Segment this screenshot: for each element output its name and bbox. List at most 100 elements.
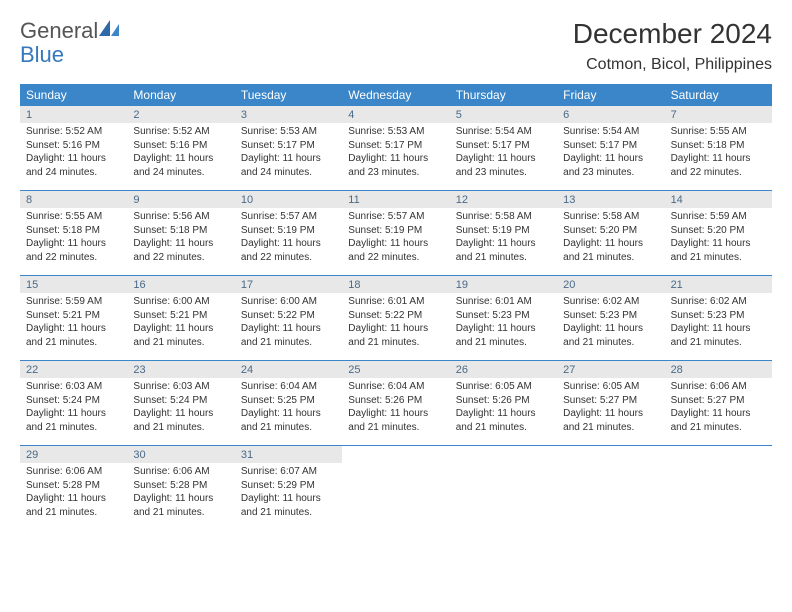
day-number: 9 (127, 191, 234, 208)
sunset-text: Sunset: 5:27 PM (563, 394, 658, 408)
dow-saturday: Saturday (665, 84, 772, 106)
sunrise-text: Sunrise: 5:52 AM (26, 125, 121, 139)
sunset-text: Sunset: 5:25 PM (241, 394, 336, 408)
logo-text-blue: Blue (20, 42, 64, 67)
sunset-text: Sunset: 5:21 PM (26, 309, 121, 323)
daylight-text: Daylight: 11 hours and 21 minutes. (671, 237, 766, 264)
sunrise-text: Sunrise: 6:04 AM (241, 380, 336, 394)
day-body: Sunrise: 5:57 AMSunset: 5:19 PMDaylight:… (235, 208, 342, 268)
daylight-text: Daylight: 11 hours and 21 minutes. (241, 492, 336, 519)
day-cell: 25Sunrise: 6:04 AMSunset: 5:26 PMDayligh… (342, 361, 449, 445)
day-body: Sunrise: 5:59 AMSunset: 5:21 PMDaylight:… (20, 293, 127, 353)
day-number: 11 (342, 191, 449, 208)
sunrise-text: Sunrise: 5:58 AM (563, 210, 658, 224)
day-body: Sunrise: 6:04 AMSunset: 5:26 PMDaylight:… (342, 378, 449, 438)
day-number: 6 (557, 106, 664, 123)
daylight-text: Daylight: 11 hours and 21 minutes. (133, 322, 228, 349)
sunset-text: Sunset: 5:16 PM (26, 139, 121, 153)
day-body: Sunrise: 6:03 AMSunset: 5:24 PMDaylight:… (20, 378, 127, 438)
daylight-text: Daylight: 11 hours and 21 minutes. (563, 407, 658, 434)
sunrise-text: Sunrise: 6:03 AM (26, 380, 121, 394)
daylight-text: Daylight: 11 hours and 23 minutes. (348, 152, 443, 179)
sunrise-text: Sunrise: 5:58 AM (456, 210, 551, 224)
sunrise-text: Sunrise: 5:55 AM (26, 210, 121, 224)
sunrise-text: Sunrise: 5:53 AM (348, 125, 443, 139)
logo: General (20, 18, 124, 44)
sunset-text: Sunset: 5:23 PM (671, 309, 766, 323)
sunset-text: Sunset: 5:24 PM (133, 394, 228, 408)
day-body: Sunrise: 6:00 AMSunset: 5:21 PMDaylight:… (127, 293, 234, 353)
daylight-text: Daylight: 11 hours and 22 minutes. (133, 237, 228, 264)
day-cell: 28Sunrise: 6:06 AMSunset: 5:27 PMDayligh… (665, 361, 772, 445)
day-number: 31 (235, 446, 342, 463)
daylight-text: Daylight: 11 hours and 23 minutes. (563, 152, 658, 179)
day-number: 1 (20, 106, 127, 123)
day-number: 2 (127, 106, 234, 123)
day-body: Sunrise: 6:05 AMSunset: 5:26 PMDaylight:… (450, 378, 557, 438)
day-body: Sunrise: 5:54 AMSunset: 5:17 PMDaylight:… (450, 123, 557, 183)
sunrise-text: Sunrise: 5:59 AM (26, 295, 121, 309)
day-cell: 26Sunrise: 6:05 AMSunset: 5:26 PMDayligh… (450, 361, 557, 445)
day-body: Sunrise: 5:54 AMSunset: 5:17 PMDaylight:… (557, 123, 664, 183)
day-body: Sunrise: 6:01 AMSunset: 5:23 PMDaylight:… (450, 293, 557, 353)
sunrise-text: Sunrise: 5:54 AM (563, 125, 658, 139)
day-cell: 29Sunrise: 6:06 AMSunset: 5:28 PMDayligh… (20, 446, 127, 530)
sunrise-text: Sunrise: 5:57 AM (348, 210, 443, 224)
daylight-text: Daylight: 11 hours and 21 minutes. (133, 492, 228, 519)
sunrise-text: Sunrise: 5:56 AM (133, 210, 228, 224)
sunrise-text: Sunrise: 6:00 AM (133, 295, 228, 309)
day-number: 5 (450, 106, 557, 123)
day-body: Sunrise: 6:04 AMSunset: 5:25 PMDaylight:… (235, 378, 342, 438)
day-cell: 18Sunrise: 6:01 AMSunset: 5:22 PMDayligh… (342, 276, 449, 360)
day-number: 27 (557, 361, 664, 378)
day-body: Sunrise: 5:55 AMSunset: 5:18 PMDaylight:… (20, 208, 127, 268)
sunset-text: Sunset: 5:26 PM (456, 394, 551, 408)
sunset-text: Sunset: 5:21 PM (133, 309, 228, 323)
day-number: 26 (450, 361, 557, 378)
week-row: 22Sunrise: 6:03 AMSunset: 5:24 PMDayligh… (20, 361, 772, 446)
daylight-text: Daylight: 11 hours and 23 minutes. (456, 152, 551, 179)
sunrise-text: Sunrise: 5:54 AM (456, 125, 551, 139)
day-cell: 15Sunrise: 5:59 AMSunset: 5:21 PMDayligh… (20, 276, 127, 360)
day-cell: 1Sunrise: 5:52 AMSunset: 5:16 PMDaylight… (20, 106, 127, 190)
sunset-text: Sunset: 5:23 PM (456, 309, 551, 323)
header: General December 2024 Cotmon, Bicol, Phi… (20, 18, 772, 74)
day-cell: 9Sunrise: 5:56 AMSunset: 5:18 PMDaylight… (127, 191, 234, 275)
day-body: Sunrise: 5:56 AMSunset: 5:18 PMDaylight:… (127, 208, 234, 268)
day-number: 30 (127, 446, 234, 463)
sunset-text: Sunset: 5:17 PM (563, 139, 658, 153)
sunset-text: Sunset: 5:29 PM (241, 479, 336, 493)
day-body: Sunrise: 6:06 AMSunset: 5:28 PMDaylight:… (20, 463, 127, 523)
sunrise-text: Sunrise: 6:00 AM (241, 295, 336, 309)
day-cell: 4Sunrise: 5:53 AMSunset: 5:17 PMDaylight… (342, 106, 449, 190)
day-cell: 17Sunrise: 6:00 AMSunset: 5:22 PMDayligh… (235, 276, 342, 360)
daylight-text: Daylight: 11 hours and 21 minutes. (456, 237, 551, 264)
day-number: 20 (557, 276, 664, 293)
day-cell: 31Sunrise: 6:07 AMSunset: 5:29 PMDayligh… (235, 446, 342, 530)
daylight-text: Daylight: 11 hours and 22 minutes. (671, 152, 766, 179)
sunrise-text: Sunrise: 6:01 AM (456, 295, 551, 309)
sunset-text: Sunset: 5:26 PM (348, 394, 443, 408)
day-cell: 19Sunrise: 6:01 AMSunset: 5:23 PMDayligh… (450, 276, 557, 360)
sunset-text: Sunset: 5:17 PM (241, 139, 336, 153)
day-cell: 21Sunrise: 6:02 AMSunset: 5:23 PMDayligh… (665, 276, 772, 360)
day-number: 29 (20, 446, 127, 463)
day-body: Sunrise: 6:06 AMSunset: 5:28 PMDaylight:… (127, 463, 234, 523)
day-body: Sunrise: 5:52 AMSunset: 5:16 PMDaylight:… (127, 123, 234, 183)
sunrise-text: Sunrise: 6:05 AM (456, 380, 551, 394)
logo-sub: Blue (20, 42, 64, 68)
sunset-text: Sunset: 5:18 PM (133, 224, 228, 238)
daylight-text: Daylight: 11 hours and 21 minutes. (563, 322, 658, 349)
day-cell: 23Sunrise: 6:03 AMSunset: 5:24 PMDayligh… (127, 361, 234, 445)
daylight-text: Daylight: 11 hours and 24 minutes. (241, 152, 336, 179)
day-body: Sunrise: 6:06 AMSunset: 5:27 PMDaylight:… (665, 378, 772, 438)
daylight-text: Daylight: 11 hours and 21 minutes. (348, 322, 443, 349)
day-body: Sunrise: 6:05 AMSunset: 5:27 PMDaylight:… (557, 378, 664, 438)
dow-wednesday: Wednesday (342, 84, 449, 106)
sunset-text: Sunset: 5:22 PM (241, 309, 336, 323)
day-cell: 3Sunrise: 5:53 AMSunset: 5:17 PMDaylight… (235, 106, 342, 190)
day-cell: 14Sunrise: 5:59 AMSunset: 5:20 PMDayligh… (665, 191, 772, 275)
logo-text-general: General (20, 18, 98, 44)
calendar: Sunday Monday Tuesday Wednesday Thursday… (20, 84, 772, 530)
dow-tuesday: Tuesday (235, 84, 342, 106)
